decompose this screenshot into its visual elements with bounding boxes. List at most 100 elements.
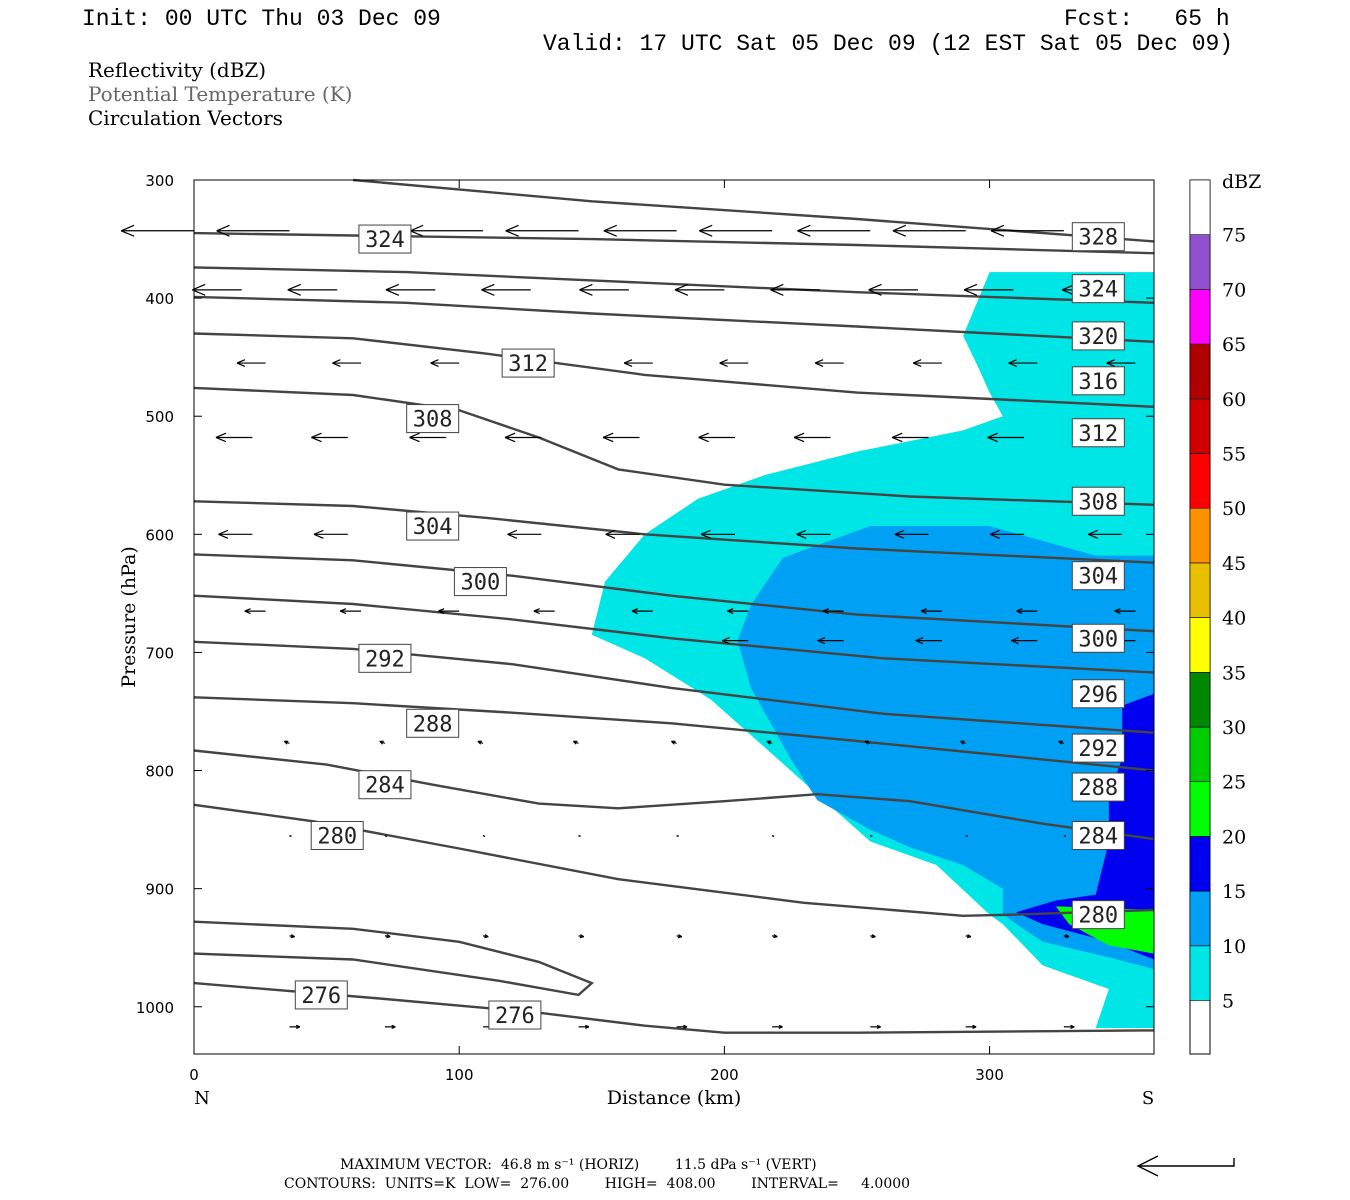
colorbar-label: 40 <box>1222 608 1246 630</box>
vector-arrowhead <box>244 610 251 615</box>
vector-arrowhead <box>987 436 998 443</box>
contour-label: 300 <box>461 571 501 596</box>
contour-label-box <box>501 348 555 378</box>
vector-arrowhead <box>699 224 713 232</box>
vector-arrowhead <box>915 637 924 642</box>
contour-label-box <box>406 708 460 738</box>
vector-arrowhead <box>579 289 593 296</box>
contour-label: 292 <box>1078 737 1118 762</box>
colorbar-label: 30 <box>1222 717 1246 739</box>
vector-arrowhead <box>796 533 807 539</box>
vector-arrowhead <box>533 608 540 612</box>
theta-contour-316 <box>193 332 1155 408</box>
circulation-vector <box>771 834 775 838</box>
circulation-vector <box>289 834 292 838</box>
vector-arrowhead <box>1011 637 1019 642</box>
vector-arrowhead <box>727 610 734 615</box>
vector-arrowhead <box>814 359 824 364</box>
contour-label-box <box>1071 623 1125 653</box>
vector-arrowhead <box>722 640 730 645</box>
vector-arrowhead <box>603 224 617 232</box>
y-tick-label: 600 <box>145 526 174 544</box>
vector-arrowhead <box>892 230 907 237</box>
vector-arrowhead <box>236 362 246 367</box>
vector-arrowhead <box>868 289 882 296</box>
vector-arrowhead <box>990 224 1005 232</box>
contour-label-box <box>1071 418 1125 448</box>
y-tick-label: 800 <box>145 763 174 781</box>
vector-arrowhead <box>332 362 341 367</box>
vector-arrowhead <box>1088 533 1098 539</box>
contour-label-box <box>358 643 412 673</box>
vector-arrowhead <box>963 289 978 296</box>
vector-arrowhead <box>340 610 347 615</box>
field-potential-temperature: Potential Temperature (K) <box>88 82 353 106</box>
vector-arrowhead <box>585 1026 590 1029</box>
vector-arrowhead <box>822 608 829 612</box>
reference-vector-arrowhead <box>1136 1155 1159 1177</box>
colorbar-label: 50 <box>1222 498 1246 520</box>
contour-label-box <box>1071 222 1125 252</box>
contour-label-box <box>1071 321 1125 351</box>
circulation-vector <box>965 834 969 838</box>
colorbar-swatch-45 <box>1189 507 1211 564</box>
vector-arrowhead <box>602 436 614 443</box>
vector-arrowhead <box>533 610 540 615</box>
vector-arrowhead <box>683 1026 688 1029</box>
vector-arrowhead <box>579 936 584 939</box>
colorbar-swatch-35 <box>1189 617 1211 673</box>
vector-arrowhead <box>623 362 633 367</box>
vector-arrowhead <box>699 230 713 237</box>
vector-arrowhead <box>894 533 905 539</box>
vector-arrowhead <box>793 436 805 443</box>
theta-contour-324 <box>193 231 1155 255</box>
vector-arrowhead <box>677 936 682 939</box>
vector-arrowhead <box>504 432 516 439</box>
vector-arrowhead <box>504 436 516 443</box>
contour-label: 300 <box>1078 627 1118 652</box>
colorbar-swatch-10 <box>1189 890 1211 947</box>
colorbar-swatch-15 <box>1189 836 1211 892</box>
vector-arrowhead <box>920 610 928 615</box>
theta-contour-276 <box>193 981 1155 1034</box>
x-end-label-right: S <box>1142 1088 1154 1109</box>
contour-label-box <box>1071 821 1125 850</box>
colorbar-title: dBZ <box>1222 171 1261 193</box>
contour-label-box <box>358 224 412 254</box>
vector-arrowhead <box>332 359 341 364</box>
contour-label: 284 <box>365 774 405 799</box>
field-circulation-vectors: Circulation Vectors <box>88 106 283 130</box>
colorbar-swatch-70 <box>1189 234 1211 290</box>
vector-arrowhead <box>391 1026 396 1029</box>
circulation-vector <box>482 834 486 838</box>
vector-arrowhead <box>311 436 322 443</box>
vector-arrowhead <box>674 283 689 291</box>
vector-arrowhead <box>698 432 709 439</box>
y-tick-label: 1000 <box>136 999 174 1017</box>
theta-contour-300 <box>193 594 1155 674</box>
vector-arrowhead <box>409 432 420 439</box>
contour-label: 284 <box>1078 825 1118 850</box>
vector-arrowhead <box>727 608 734 612</box>
vector-arrowhead <box>313 533 324 539</box>
vector-arrowhead <box>313 529 324 535</box>
vector-arrowhead <box>966 936 972 939</box>
circulation-vector <box>869 834 873 838</box>
vector-arrowhead <box>892 224 907 232</box>
contour-label-box <box>1071 772 1125 802</box>
x-end-label-left: N <box>194 1088 210 1109</box>
vector-arrowhead <box>507 533 518 539</box>
colorbar-swatch-20 <box>1189 781 1211 837</box>
vector-arrowhead <box>1106 359 1115 364</box>
vector-arrowhead <box>963 283 978 291</box>
x-tick-label: 0 <box>189 1066 199 1084</box>
contour-label: 288 <box>1078 776 1118 801</box>
vector-arrowhead <box>438 610 445 615</box>
contour-label-box <box>406 511 460 541</box>
colorbar-label: 15 <box>1222 881 1246 903</box>
vector-arrowhead <box>340 608 347 612</box>
vector-arrowhead <box>218 533 229 539</box>
vector-arrowhead <box>311 432 322 439</box>
contour-label: 292 <box>365 647 405 672</box>
theta-contour-312 <box>193 386 1155 506</box>
